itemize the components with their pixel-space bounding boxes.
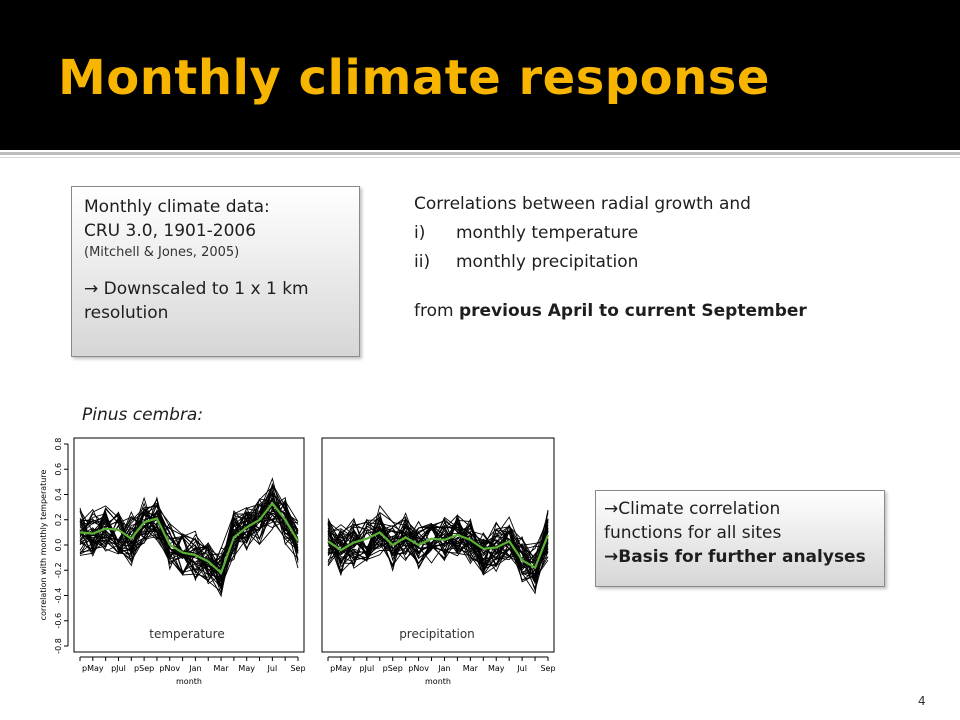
y-tick-label: 0.8 [54, 438, 63, 451]
period-range: previous April to current September [458, 301, 807, 321]
site-series-line [79, 510, 299, 581]
x-tick-label: Sep [540, 664, 555, 673]
y-tick-label: 0.4 [54, 488, 63, 501]
correlation-description: Correlations between radial growth and i… [414, 190, 807, 326]
item-1-number: i) [414, 223, 426, 243]
x-tick-label: Jan [188, 664, 201, 673]
x-tick-label: pSep [134, 664, 154, 673]
x-tick-label: Jul [267, 664, 278, 673]
title-bar: Monthly climate response [0, 0, 960, 150]
x-tick-label: Jan [437, 664, 450, 673]
x-axis: pMay pJul pSep pNov Jan Mar May Jul Sep [79, 656, 306, 673]
panel-label: temperature [149, 627, 224, 641]
data-box-line-2: CRU 3.0, 1901-2006 [84, 221, 257, 241]
x-tick-label: pJul [111, 664, 126, 673]
right-arrow-icon: → [84, 279, 99, 299]
x-tick-label: Mar [214, 664, 230, 673]
y-tick-label: 0.6 [54, 463, 63, 476]
right-arrow-icon: → [604, 499, 619, 519]
x-tick-label: pNov [159, 664, 180, 673]
x-axis-title: month [176, 677, 202, 686]
x-axis-title: month [425, 677, 451, 686]
y-tick-label: -0.2 [54, 562, 63, 578]
summary-line-3: →Basis for further analyses [604, 547, 866, 567]
x-tick-label: Jul [516, 664, 527, 673]
data-box-line-3: Downscaled to 1 x 1 km [103, 279, 309, 299]
x-tick-label: pMay [330, 664, 352, 673]
summary-line-2: functions for all sites [604, 523, 782, 543]
data-box-citation: (Mitchell & Jones, 2005) [84, 245, 240, 260]
correlation-intro: Correlations between radial growth and [414, 194, 751, 214]
precipitation-chart-svg: pMay pJul pSep pNov Jan Mar May Jul Sep month prec… [321, 437, 556, 686]
y-axis: -0.8 -0.6 -0.4 -0.2 0.0 0.2 0.4 0.6 0.8 [54, 438, 69, 654]
mean-series-line [79, 501, 299, 575]
header-divider [0, 152, 960, 155]
x-tick-label: Mar [463, 664, 479, 673]
correlation-period: from previous April to current September [414, 297, 807, 326]
site-series-line [79, 477, 299, 582]
y-tick-label: -0.4 [54, 588, 63, 604]
y-tick-label: 0.0 [54, 539, 63, 552]
item-1-text: monthly temperature [456, 223, 639, 243]
x-tick-label: pNov [408, 664, 429, 673]
slide-title: Monthly climate response [58, 50, 770, 106]
data-box-line-4: resolution [84, 303, 169, 323]
item-2-text: monthly precipitation [456, 252, 639, 272]
panel-label: precipitation [399, 627, 475, 641]
x-tick-label: pSep [383, 664, 403, 673]
data-box-downscaled: → Downscaled to 1 x 1 km [84, 277, 347, 301]
temperature-chart-svg: -0.8 -0.6 -0.4 -0.2 0.0 0.2 0.4 0.6 0.8 correlati… [39, 437, 306, 686]
site-series-line [79, 501, 299, 581]
x-tick-label: pMay [82, 664, 104, 673]
y-tick-label: 0.2 [54, 513, 63, 526]
x-axis: pMay pJul pSep pNov Jan Mar May Jul Sep [327, 656, 556, 673]
y-tick-label: -0.6 [54, 613, 63, 629]
summary-line-1: →Climate correlation [604, 499, 781, 519]
item-2-number: ii) [414, 252, 431, 272]
x-tick-label: Sep [290, 664, 305, 673]
y-tick-label: -0.8 [54, 638, 63, 654]
correlation-item-2: ii) monthly precipitation [414, 248, 807, 277]
x-tick-label: pJul [359, 664, 374, 673]
data-box-line-1: Monthly climate data: [84, 197, 270, 217]
correlation-item-1: i) monthly temperature [414, 219, 807, 248]
page-number: 4 [918, 694, 926, 708]
mean-series-line [327, 531, 550, 570]
x-tick-label: May [488, 664, 505, 673]
species-label: Pinus cembra: [82, 405, 204, 425]
temperature-chart: -0.8 -0.6 -0.4 -0.2 0.0 0.2 0.4 0.6 0.8 correlati… [39, 428, 560, 692]
summary-box: →Climate correlation functions for all s… [595, 490, 885, 587]
precipitation-chart: pMay pJul pSep pNov Jan Mar May Jul Sep month prec… [316, 428, 566, 692]
site-series-line [79, 486, 299, 578]
site-series-line [327, 515, 549, 585]
y-axis-title: correlation with monthly temperature [40, 470, 48, 621]
climate-data-box: Monthly climate data: CRU 3.0, 1901-2006… [71, 186, 360, 357]
header-divider-thin [0, 157, 960, 158]
right-arrow-icon: → [604, 547, 619, 567]
site-series-line [79, 508, 299, 586]
x-tick-label: May [238, 664, 255, 673]
period-prefix: from [414, 301, 459, 321]
